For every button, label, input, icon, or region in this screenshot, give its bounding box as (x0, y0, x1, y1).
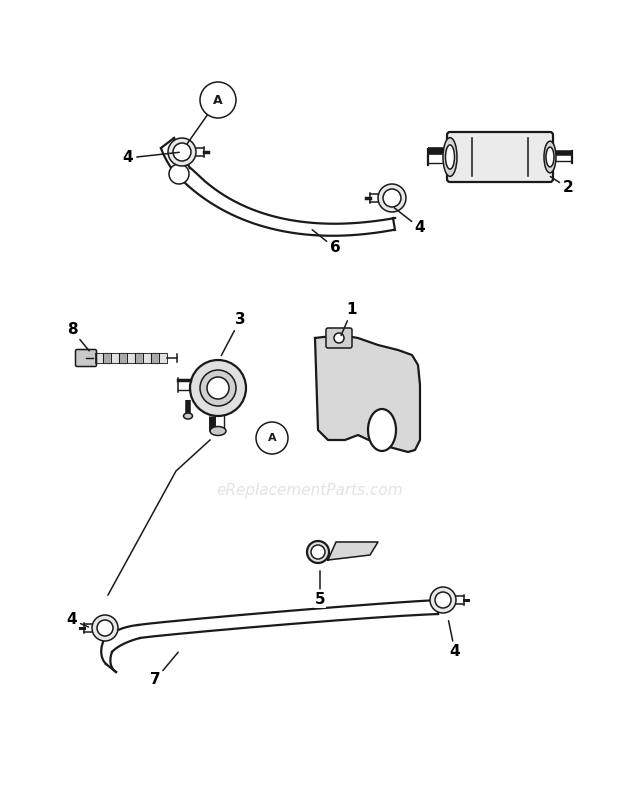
Circle shape (92, 615, 118, 641)
FancyBboxPatch shape (326, 328, 352, 348)
Text: 6: 6 (312, 229, 340, 256)
Polygon shape (127, 353, 135, 363)
Circle shape (311, 545, 325, 559)
Text: 3: 3 (221, 313, 246, 355)
Polygon shape (159, 353, 167, 363)
Circle shape (169, 164, 189, 184)
Text: 4: 4 (394, 208, 425, 236)
Polygon shape (119, 353, 127, 363)
Polygon shape (95, 353, 103, 363)
Circle shape (200, 82, 236, 118)
Text: eReplacementParts.com: eReplacementParts.com (216, 483, 404, 497)
Polygon shape (151, 353, 159, 363)
Ellipse shape (443, 138, 457, 176)
Text: 5: 5 (315, 571, 326, 607)
Text: 4: 4 (67, 613, 89, 627)
Ellipse shape (368, 409, 396, 451)
Ellipse shape (544, 141, 556, 173)
Text: 1: 1 (341, 302, 357, 335)
Text: 4: 4 (123, 151, 179, 165)
Circle shape (190, 360, 246, 416)
Ellipse shape (210, 427, 226, 435)
Polygon shape (135, 353, 143, 363)
Circle shape (435, 592, 451, 608)
Text: 8: 8 (67, 322, 89, 350)
FancyBboxPatch shape (447, 132, 553, 182)
Text: 4: 4 (448, 621, 460, 659)
Circle shape (207, 377, 229, 399)
Circle shape (173, 143, 191, 161)
Ellipse shape (546, 147, 554, 167)
Circle shape (97, 620, 113, 636)
FancyBboxPatch shape (76, 350, 97, 367)
Polygon shape (143, 353, 151, 363)
Polygon shape (315, 335, 420, 452)
Circle shape (378, 184, 406, 212)
Text: 2: 2 (551, 176, 574, 196)
Circle shape (334, 333, 344, 343)
Circle shape (200, 370, 236, 406)
Circle shape (168, 138, 196, 166)
Circle shape (430, 587, 456, 613)
Polygon shape (103, 353, 111, 363)
Polygon shape (111, 353, 119, 363)
Circle shape (307, 541, 329, 563)
Ellipse shape (446, 145, 454, 169)
Circle shape (383, 189, 401, 207)
Text: A: A (213, 94, 223, 107)
Polygon shape (328, 542, 378, 560)
Text: 7: 7 (149, 652, 178, 687)
Text: A: A (268, 433, 277, 443)
Ellipse shape (184, 413, 192, 419)
Circle shape (256, 422, 288, 454)
